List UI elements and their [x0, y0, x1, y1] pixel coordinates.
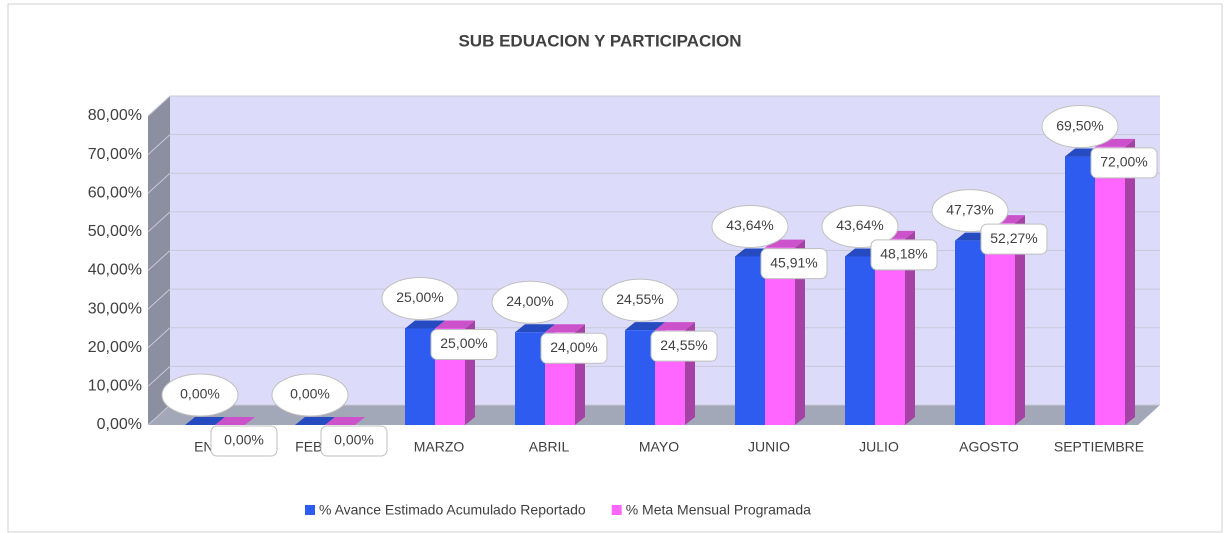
grid-line-side	[147, 95, 171, 117]
bar-side	[905, 230, 915, 425]
data-label: 45,91%	[770, 254, 817, 270]
x-tick-label: JUNIO	[748, 439, 790, 455]
grid-line-side	[147, 288, 171, 310]
bar	[985, 215, 1025, 425]
legend-label: % Meta Mensual Programada	[626, 502, 811, 518]
data-label-box	[540, 332, 608, 364]
data-label: 0,00%	[224, 432, 264, 448]
chart-title: SUB EDUACION Y PARTICIPACION	[458, 31, 741, 50]
grid-line-side	[147, 327, 171, 349]
y-tick-label: 40,00%	[88, 262, 142, 279]
x-tick-label: MAYO	[639, 439, 679, 455]
data-label-box	[210, 425, 278, 457]
bar-top	[405, 320, 445, 329]
bar	[295, 417, 335, 425]
y-tick-label: 30,00%	[88, 300, 142, 317]
grid-line-side	[147, 172, 171, 194]
y-tick-label: 50,00%	[88, 223, 142, 240]
bar-top	[185, 417, 225, 425]
data-label-bubble	[381, 276, 459, 320]
bar-top	[545, 324, 585, 333]
bar-side	[1015, 215, 1025, 425]
legend-label: % Avance Estimado Acumulado Reportado	[319, 502, 586, 518]
data-label: 0,00%	[290, 386, 330, 402]
y-tick-label: 60,00%	[88, 184, 142, 201]
data-label: 72,00%	[1100, 154, 1147, 170]
bar-top	[325, 417, 365, 425]
bar-front	[845, 256, 875, 425]
data-label: 24,55%	[660, 337, 707, 353]
y-tick-label: 0,00%	[97, 416, 142, 433]
data-label-box	[430, 328, 498, 360]
bar-side	[795, 239, 805, 425]
data-label: 0,00%	[334, 432, 374, 448]
bar-front	[735, 256, 765, 425]
bar-front	[955, 240, 985, 425]
data-label-bubble	[271, 373, 349, 417]
data-label-bubble	[161, 373, 239, 417]
bar-top	[215, 417, 255, 425]
data-label-box	[980, 223, 1048, 255]
data-label-bubble	[711, 204, 789, 248]
bar-front	[1095, 146, 1125, 425]
grid-line-side	[147, 404, 171, 426]
bar-top	[295, 417, 335, 425]
data-label-box	[1090, 147, 1158, 179]
legend-swatch	[611, 505, 622, 515]
data-label: 0,00%	[180, 386, 220, 402]
data-label: 52,27%	[990, 230, 1037, 246]
y-tick-label: 10,00%	[88, 378, 142, 395]
data-label: 48,18%	[880, 246, 927, 262]
data-label-box	[870, 239, 938, 271]
data-label: 24,00%	[550, 339, 597, 355]
grid-line-side	[147, 250, 171, 271]
data-label-bubble	[821, 204, 899, 248]
data-label-bubble	[931, 189, 1009, 233]
data-label: 25,00%	[396, 289, 443, 305]
bar-top	[625, 322, 665, 331]
data-label-box	[320, 425, 388, 457]
bar-front	[1065, 156, 1095, 425]
data-label: 47,73%	[946, 201, 993, 217]
x-tick-label: JULIO	[859, 439, 899, 455]
bar	[1095, 138, 1135, 425]
data-label: 69,50%	[1056, 117, 1103, 133]
bar	[215, 417, 255, 425]
bar-top	[515, 324, 555, 333]
bar-top	[435, 320, 475, 329]
data-label: 25,00%	[440, 335, 487, 351]
bar-front	[985, 223, 1015, 425]
data-label: 24,55%	[616, 291, 663, 307]
grid-line-side	[147, 211, 171, 233]
data-label-box	[650, 330, 718, 362]
y-tick-label: 80,00%	[88, 107, 142, 124]
data-label-box	[760, 248, 828, 280]
bar-front	[405, 328, 435, 425]
legend-swatch	[305, 505, 315, 515]
data-label-bubble	[1041, 105, 1119, 149]
bar-top	[655, 322, 695, 331]
y-tick-label: 20,00%	[88, 339, 142, 356]
bar-front	[515, 332, 545, 425]
bar	[325, 417, 365, 425]
data-label-bubble	[491, 280, 569, 324]
x-tick-label: MARZO	[414, 439, 465, 455]
x-tick-label: AGOSTO	[959, 439, 1019, 455]
bar-front	[625, 330, 655, 425]
bar	[185, 417, 225, 425]
data-label: 43,64%	[726, 217, 773, 233]
x-tick-label: SEPTIEMBRE	[1054, 439, 1144, 455]
grid-line-side	[147, 134, 171, 155]
data-label: 24,00%	[506, 293, 553, 309]
x-tick-label: ABRIL	[529, 439, 570, 455]
data-label-bubble	[601, 278, 679, 322]
data-label: 43,64%	[836, 217, 883, 233]
grid-line-side	[147, 366, 171, 387]
bar-side	[1125, 138, 1135, 425]
y-tick-label: 70,00%	[88, 146, 142, 163]
